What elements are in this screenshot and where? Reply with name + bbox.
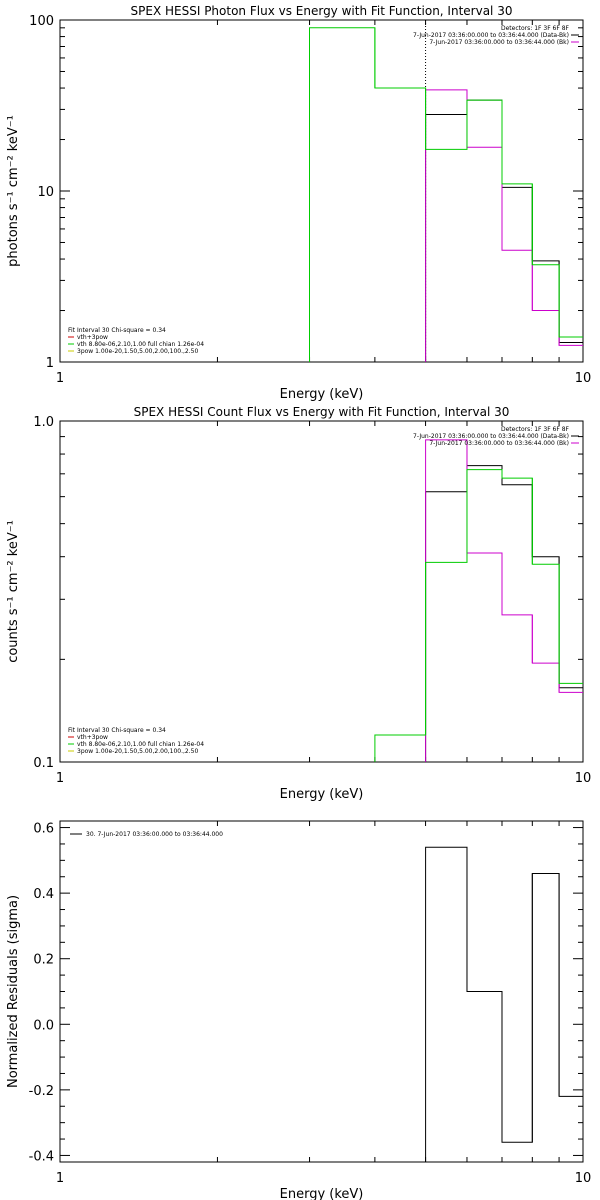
y-tick-label: 0.1 — [33, 756, 54, 771]
y-tick-label: 0.6 — [33, 822, 54, 837]
plot-frame — [59, 820, 584, 1163]
legend-text: 7-Jun-2017 03:36:00.000 to 03:36:44.000 … — [429, 39, 569, 46]
y-tick-label: 100 — [29, 14, 54, 29]
legend-text: 3pow 1.00e-20,1.50,5.00,2.00,100.,2.50 — [77, 748, 198, 755]
x-tick-label: 10 — [575, 371, 592, 386]
x-tick-label: 1 — [56, 1171, 64, 1186]
y-axis-label: counts s⁻¹ cm⁻² keV⁻¹ — [6, 520, 21, 663]
series-2-histogram — [309, 27, 583, 362]
legend-text: vth 8.80e-06,2.10,1.00 full chian 1.26e-… — [77, 741, 204, 748]
legend-text: vth+3pow — [77, 334, 108, 341]
y-axis-label: photons s⁻¹ cm⁻² keV⁻¹ — [6, 115, 21, 267]
x-axis-label: Energy (keV) — [280, 787, 364, 802]
legend-text: vth+3pow — [77, 734, 108, 741]
plot-frame — [59, 19, 584, 363]
legend-text: Fit Interval 30 Chi-square = 0.34 — [68, 327, 166, 334]
y-tick-label: 10 — [37, 185, 54, 200]
x-tick-label: 1 — [56, 771, 64, 786]
x-tick-label: 1 — [56, 371, 64, 386]
chart-title: SPEX HESSI Count Flux vs Energy with Fit… — [134, 405, 510, 419]
y-tick-label: 1 — [46, 356, 54, 371]
y-tick-label: 0.0 — [33, 1018, 54, 1033]
y-axis-label: Normalized Residuals (sigma) — [6, 895, 21, 1088]
legend-text: 7-Jun-2017 03:36:00.000 to 03:36:44.000 … — [413, 433, 569, 440]
legend-text: 30. 7-Jun-2017 03:36:00.000 to 03:36:44.… — [86, 831, 223, 838]
legend-text: 3pow 1.00e-20,1.50,5.00,2.00,100.,2.50 — [77, 348, 198, 355]
y-tick-label: 0.2 — [33, 953, 54, 968]
y-tick-label: -0.2 — [29, 1084, 54, 1099]
legend-text: vth 8.80e-06,2.10,1.00 full chian 1.26e-… — [77, 341, 204, 348]
legend-text: Detectors: 1F 3F 6F 8F — [501, 426, 570, 433]
legend-text: Detectors: 1F 3F 6F 8F — [501, 25, 570, 32]
x-tick-label: 10 — [575, 1171, 592, 1186]
x-tick-label: 10 — [575, 771, 592, 786]
x-axis-label: Energy (keV) — [280, 387, 364, 402]
legend-text: 7-Jun-2017 03:36:00.000 to 03:36:44.000 … — [429, 440, 569, 447]
chart-title: SPEX HESSI Photon Flux vs Energy with Fi… — [131, 4, 513, 18]
y-tick-label: -0.4 — [29, 1149, 54, 1164]
legend-text: 7-Jun-2017 03:36:00.000 to 03:36:44.000 … — [413, 32, 569, 39]
plot-frame — [59, 420, 584, 763]
series-2-histogram — [374, 469, 583, 762]
y-tick-label: 1.0 — [33, 415, 54, 430]
legend-text: Fit Interval 30 Chi-square = 0.34 — [68, 727, 166, 734]
y-tick-label: 0.4 — [33, 887, 54, 902]
x-axis-label: Energy (keV) — [280, 1187, 364, 1200]
